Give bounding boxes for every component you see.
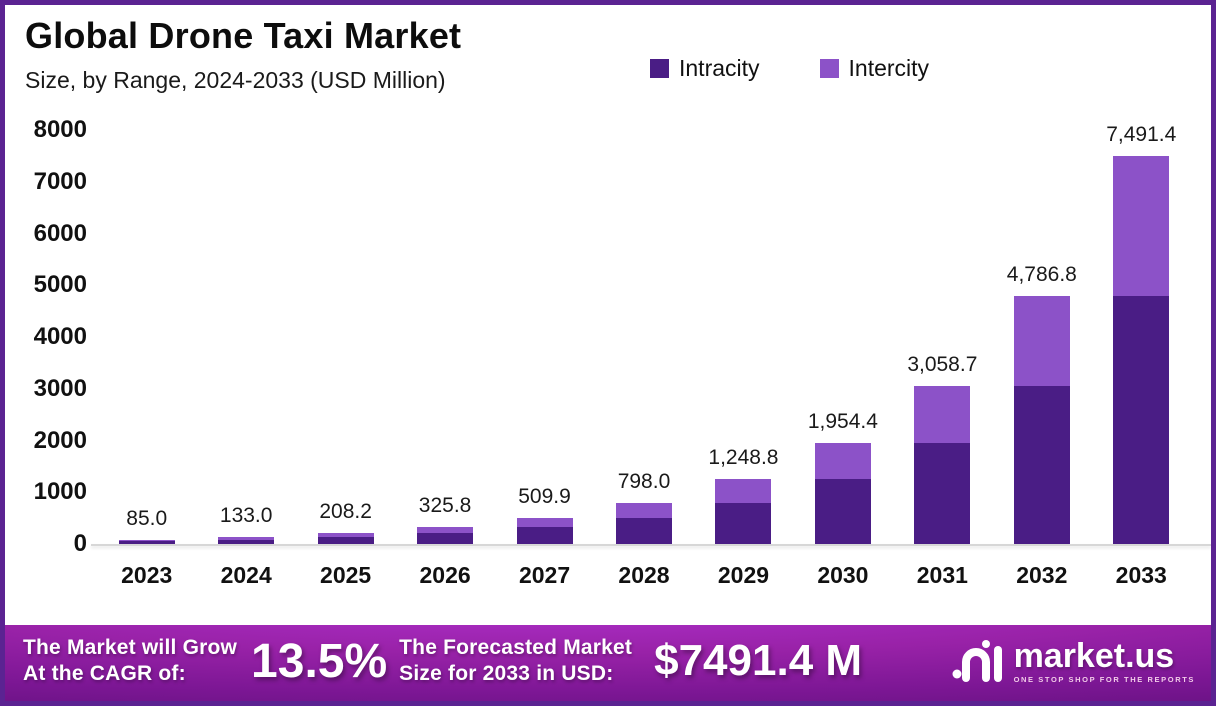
bar-column-2027: 509.9 — [495, 485, 594, 544]
y-tick-label: 0 — [73, 530, 87, 557]
y-tick-label: 5000 — [33, 271, 87, 299]
forecast-value: $7491.4 M — [654, 636, 863, 685]
x-axis-label-2032: 2032 — [1016, 562, 1068, 588]
intracity-segment — [615, 517, 672, 544]
bar-total-label: 7,491.4 — [1106, 123, 1177, 147]
bar-column-2028: 798.0 — [594, 470, 693, 544]
bar-total-label: 208.2 — [319, 500, 372, 524]
bar-total-label: 325.8 — [418, 494, 472, 518]
intercity-segment — [914, 385, 971, 443]
y-tick-label: 7000 — [33, 167, 87, 195]
cagr-value: 13.5% — [251, 634, 388, 688]
intracity-segment — [1113, 296, 1170, 544]
cagr-label-line1: The Market will Grow — [23, 635, 238, 659]
bar-total-label: 4,786.8 — [1006, 263, 1077, 287]
x-axis-label-2029: 2029 — [717, 562, 770, 588]
legend-swatch-intracity-icon — [650, 59, 669, 78]
x-axis-label-2033: 2033 — [1115, 562, 1167, 588]
intercity-segment — [218, 537, 275, 540]
intracity-segment — [1013, 385, 1070, 544]
x-axis-labels: 2023 2024 2025 2026 2027 2028 2029 2030 2031 2032… — [97, 562, 1191, 589]
bar-total-label: 1,954.4 — [807, 409, 878, 433]
intracity-segment — [914, 442, 971, 544]
x-axis-label-2026: 2026 — [419, 562, 471, 588]
intracity-segment — [417, 533, 474, 544]
y-tick-label: 8000 — [33, 116, 87, 143]
bar-column-2023: 85.0 — [97, 507, 196, 544]
brand-tagline: ONE STOP SHOP FOR THE REPORTS — [1013, 674, 1195, 684]
stacked-bar-chart: 8000 7000 6000 5000 4000 3000 2000 1000 0 85.0 13… — [5, 5, 1211, 625]
y-tick-label: 1000 — [33, 478, 87, 506]
intracity-segment — [118, 541, 175, 544]
forecast-label-line1: The Forecasted Market — [399, 635, 633, 659]
intercity-segment — [516, 517, 573, 528]
intercity-segment — [814, 442, 871, 480]
x-axis-label-2028: 2028 — [618, 562, 670, 588]
brand-name: market.us — [1013, 636, 1175, 675]
x-axis-label-2023: 2023 — [121, 562, 173, 588]
y-tick-label: 2000 — [33, 426, 87, 454]
bar-column-2031: 3,058.7 — [893, 353, 992, 544]
y-tick-label: 6000 — [33, 219, 87, 247]
legend-label-intercity: Intercity — [848, 55, 930, 81]
y-tick-label: 3000 — [33, 374, 87, 402]
intercity-segment — [118, 539, 175, 542]
forecast-label-line2: Size for 2033 in USD: — [399, 662, 614, 685]
intercity-segment — [1113, 156, 1170, 297]
intercity-segment — [615, 502, 672, 518]
chart-legend: Intracity Intercity — [650, 55, 929, 82]
intercity-segment — [1013, 296, 1070, 386]
x-axis-label-2030: 2030 — [817, 562, 869, 588]
legend-label-intracity: Intracity — [679, 55, 760, 81]
bar-column-2026: 325.8 — [395, 494, 494, 544]
y-tick-label: 4000 — [33, 323, 87, 350]
x-axis-label-2025: 2025 — [320, 562, 372, 588]
bar-total-label: 1,248.8 — [708, 446, 779, 470]
intercity-segment — [715, 479, 772, 503]
cagr-label-line2: At the CAGR of: — [23, 662, 186, 685]
intracity-segment — [317, 537, 374, 544]
x-axis-baseline — [91, 544, 1211, 546]
forecast-label: The Forecasted Market Size for 2033 in U… — [399, 635, 632, 687]
x-axis-label-2027: 2027 — [518, 562, 571, 588]
bar-total-label: 133.0 — [219, 504, 273, 528]
footer-banner: The Market will Grow At the CAGR of: 13.… — [5, 625, 1211, 701]
legend-swatch-intercity-icon — [819, 59, 839, 78]
chart-header: Global Drone Taxi Market Size, by Range,… — [25, 15, 461, 94]
market-us-logo: market.us ONE STOP SHOP FOR THE REPORTS — [952, 638, 1195, 684]
bar-column-2029: 1,248.8 — [694, 446, 793, 544]
x-axis-label-2031: 2031 — [916, 562, 968, 588]
bar-column-2032: 4,786.8 — [992, 263, 1091, 544]
intercity-segment — [317, 533, 374, 538]
bar-column-2030: 1,954.4 — [793, 410, 892, 544]
intracity-segment — [516, 527, 573, 544]
bar-column-2024: 133.0 — [196, 504, 295, 544]
legend-item-intercity: Intercity — [819, 55, 930, 82]
bar-total-label: 3,058.7 — [907, 352, 978, 376]
intracity-segment — [715, 502, 772, 544]
market-us-logo-icon — [952, 640, 1002, 682]
bar-total-label: 85.0 — [126, 506, 168, 530]
bar-total-label: 509.9 — [518, 484, 571, 508]
bar-column-2025: 208.2 — [296, 500, 395, 544]
bar-total-label: 798.0 — [617, 469, 671, 493]
intracity-segment — [218, 539, 275, 544]
page-title: Global Drone Taxi Market — [25, 15, 462, 56]
cagr-label: The Market will Grow At the CAGR of: — [23, 635, 237, 687]
bars-row: 85.0 133.0 208.2 325.8 509.9 798.0 1,248.8 1,95… — [97, 100, 1191, 544]
legend-item-intracity: Intracity — [650, 55, 760, 82]
bar-column-2033: 7,491.4 — [1092, 123, 1191, 544]
chart-subtitle: Size, by Range, 2024-2033 (USD Million) — [25, 67, 446, 93]
x-axis-label-2024: 2024 — [220, 562, 272, 588]
intracity-segment — [814, 479, 871, 544]
intercity-segment — [417, 527, 474, 534]
